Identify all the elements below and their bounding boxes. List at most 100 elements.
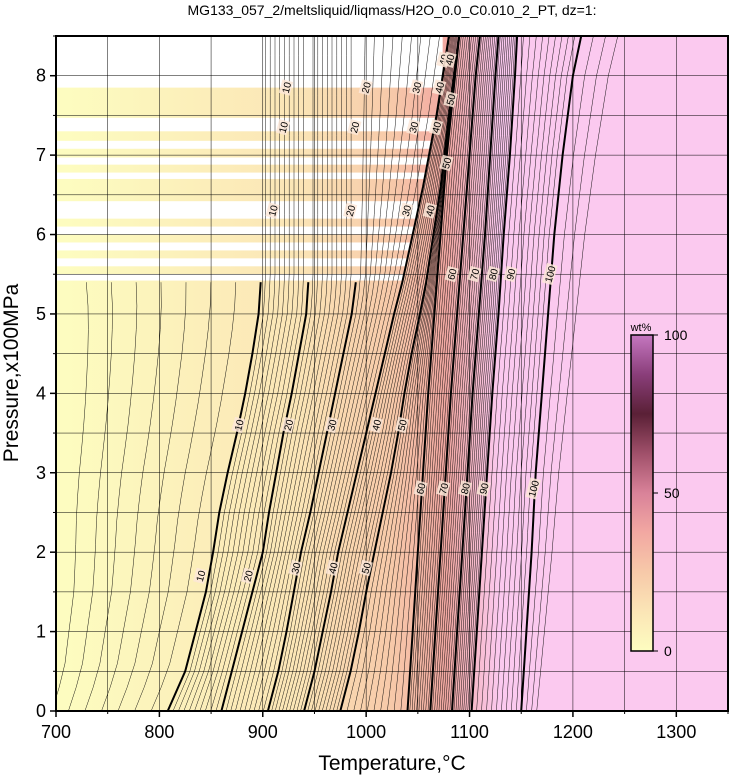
minor-contour-line	[459, 36, 507, 711]
contour-label-bg	[324, 416, 339, 434]
contour-label-text: 20	[360, 81, 374, 95]
minor-contour-line	[476, 36, 524, 711]
x-axis: 700 800 900 1000 1100 1200 1300	[41, 711, 729, 742]
contour-label-text: 50	[441, 156, 455, 170]
contour-label-text: 100	[527, 479, 542, 498]
minor-contour-line	[225, 36, 314, 711]
x-tick-label: 1300	[656, 722, 696, 742]
contour-label-text: 40	[431, 120, 445, 134]
contour-label-text: 40	[444, 53, 458, 67]
y-axis: 0 1 2 3 4 5 6 7 8	[36, 35, 56, 721]
x-tick-label: 700	[41, 722, 71, 742]
contour-label: 30	[398, 202, 414, 219]
contour-label: 20	[342, 202, 358, 219]
minor-contour-line	[230, 36, 319, 711]
colorbar-tick-label: 100	[664, 327, 688, 343]
unstable-band	[56, 157, 428, 165]
contour-label: 10	[231, 416, 247, 434]
contour-label-text: 80	[460, 482, 474, 496]
contour-label-text: 70	[469, 267, 483, 281]
y-tick-label: 4	[36, 383, 46, 403]
minor-contour-line	[178, 36, 271, 711]
x-axis-label: Temperature,°C	[318, 752, 465, 775]
contour-label-text: 40	[425, 204, 439, 218]
minor-contour-line	[307, 36, 451, 711]
x-tick-label: 1100	[450, 722, 489, 742]
chart-title: MG133_057_2/meltsliquid/liqmass/H2O_0.0_…	[188, 2, 597, 18]
y-tick-label: 3	[36, 463, 46, 483]
minor-contour-line	[418, 36, 470, 711]
contour-label-bg	[288, 559, 303, 577]
contour-label: 30	[409, 79, 425, 96]
minor-contour-line	[496, 36, 550, 711]
minor-contour-line	[434, 36, 484, 711]
contour-line-80	[451, 36, 500, 711]
minor-contour-line	[282, 36, 394, 711]
minor-contour-line	[536, 36, 619, 711]
contour-label-bg	[358, 79, 373, 96]
minor-contour-line	[263, 36, 352, 711]
minor-contour-line	[300, 36, 440, 711]
contour-label-bg	[413, 480, 428, 497]
minor-contour-line	[205, 36, 295, 711]
major-contours	[166, 36, 583, 711]
contour-label-bg	[442, 51, 457, 68]
contour-label-text: 10	[281, 81, 295, 95]
contour-line-60	[406, 36, 461, 711]
contour-line-30	[266, 282, 357, 711]
contour-label-text: 90	[478, 482, 492, 496]
contour-line-90	[470, 36, 519, 711]
contour-label-text: 100	[544, 265, 559, 284]
minor-contour-line	[215, 36, 304, 711]
minor-contour-line	[271, 36, 366, 711]
minor-contour-line	[278, 36, 384, 711]
y-tick-label: 2	[36, 542, 46, 562]
contour-label: 80	[485, 265, 502, 283]
minor-contour-line	[244, 36, 333, 711]
colorbar-tick-label: 0	[664, 643, 672, 659]
minor-contour-line	[491, 36, 543, 711]
contour-label-bg	[240, 567, 255, 585]
contour-label: 50	[394, 416, 410, 434]
minor-contour-line	[172, 36, 266, 711]
minor-contour-line	[511, 36, 569, 711]
minor-contour-line	[501, 36, 556, 711]
contour-label-text: 90	[505, 267, 519, 281]
contour-label-text: 40	[327, 561, 341, 575]
y-tick-label: 5	[36, 304, 46, 324]
contour-label: 90	[476, 480, 492, 497]
contour-label-bg	[457, 480, 473, 497]
contour-label: 80	[457, 480, 474, 497]
contour-label: 20	[280, 416, 297, 434]
minor-contour-line	[516, 36, 576, 711]
contour-label-bg	[476, 480, 491, 497]
contour-label-bg	[443, 91, 458, 108]
contour-label-bg	[431, 79, 447, 96]
contour-label: 40	[428, 118, 445, 136]
contour-label: 10	[278, 79, 295, 96]
minor-contour-line	[332, 36, 458, 711]
minor-contour-line	[210, 36, 299, 711]
contour-label: 60	[444, 265, 460, 283]
contour-label-bg	[358, 559, 373, 577]
unstable-band	[56, 36, 443, 76]
unstable-band	[56, 258, 407, 267]
contour-label: 10	[275, 118, 291, 136]
minor-contour-line	[188, 36, 280, 711]
colorbar: wt% 0 50 100	[630, 322, 688, 659]
unstable-band	[56, 242, 411, 251]
contour-label-bg	[394, 416, 409, 434]
contour-label: 30	[406, 118, 422, 136]
contour-line-20	[220, 282, 310, 711]
contour-label-bg	[436, 480, 451, 497]
minor-contour-line	[336, 36, 459, 711]
contour-label: 20	[347, 118, 363, 136]
minor-contour-line	[325, 36, 456, 711]
minor-contour-line	[463, 36, 510, 711]
minor-contour-line	[199, 36, 290, 711]
contour-label-text: 80	[488, 267, 502, 281]
contour-label-text: 20	[283, 418, 297, 432]
contour-label-text: 40	[434, 81, 448, 95]
minor-contour-line	[455, 36, 503, 711]
